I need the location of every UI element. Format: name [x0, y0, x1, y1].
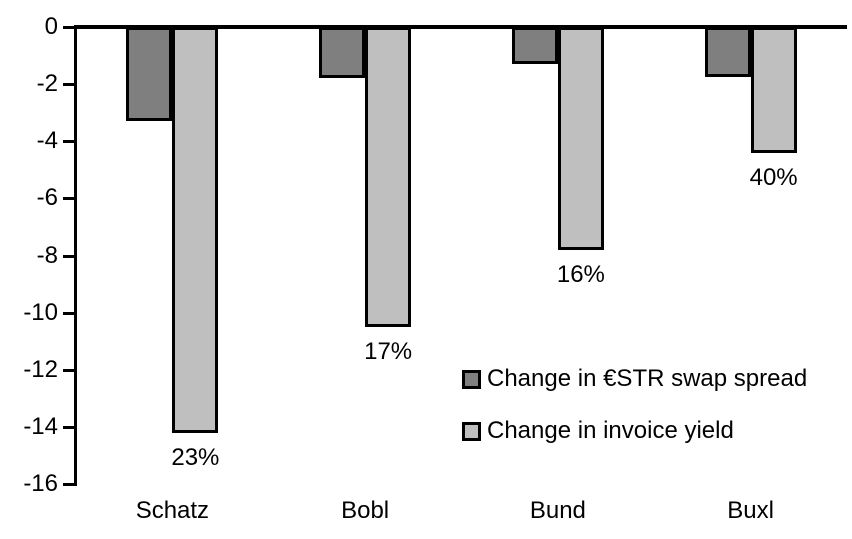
bar-value-label-schatz: 23%: [171, 443, 220, 471]
bar-swap-spread-bobl: [319, 27, 366, 79]
bar-value-label-buxl: 40%: [749, 163, 798, 191]
bar-swap-spread-buxl: [704, 27, 751, 77]
y-axis-tick-label: -4: [36, 127, 58, 155]
y-axis-tick: [63, 197, 74, 201]
bar-value-label-bobl: 17%: [364, 337, 413, 365]
bar-value-label-bund: 16%: [556, 260, 605, 288]
y-axis-tick-label: -16: [23, 470, 58, 497]
y-axis-tick-label: -10: [23, 298, 58, 326]
y-axis-tick: [63, 140, 74, 144]
y-axis-tick: [63, 368, 74, 372]
bar-swap-spread-schatz: [126, 27, 173, 122]
y-axis-tick-label: 0: [44, 13, 58, 40]
legend: Change in €STR swap spread Change in inv…: [462, 366, 807, 444]
y-axis-tick: [63, 425, 74, 429]
x-axis-category-label-bobl: Bobl: [341, 497, 390, 524]
x-axis-category-label-bund: Bund: [529, 497, 586, 524]
x-axis-category-label-schatz: Schatz: [135, 497, 210, 524]
bar-swap-spread-bund: [511, 27, 558, 65]
legend-label-swap-spread: Change in €STR swap spread: [487, 365, 808, 392]
y-axis-line: [74, 25, 77, 486]
legend-item-invoice-yield: Change in invoice yield: [462, 418, 807, 444]
legend-swatch-invoice-yield: [462, 421, 481, 441]
x-axis-category-label-buxl: Buxl: [727, 497, 774, 524]
legend-swatch-swap-spread: [462, 369, 481, 389]
y-axis-tick: [63, 26, 74, 29]
bar-invoice-yield-schatz: [172, 27, 219, 433]
bar-invoice-yield-buxl: [750, 27, 797, 153]
legend-item-swap-spread: Change in €STR swap spread: [462, 366, 807, 392]
y-axis-tick: [63, 311, 74, 315]
legend-label-invoice-yield: Change in invoice yield: [487, 417, 734, 444]
y-axis-tick: [63, 254, 74, 258]
bar-invoice-yield-bobl: [365, 27, 412, 327]
y-axis-tick-label: -14: [23, 412, 58, 440]
y-axis-tick-label: -2: [36, 70, 58, 98]
zero-baseline: [76, 25, 847, 29]
y-axis-tick-label: -6: [36, 184, 58, 212]
y-axis-tick: [63, 83, 74, 87]
y-axis-tick-label: -8: [36, 241, 58, 269]
y-axis-tick-label: -12: [23, 355, 58, 383]
y-axis-tick: [63, 483, 74, 486]
bar-invoice-yield-bund: [557, 27, 604, 250]
